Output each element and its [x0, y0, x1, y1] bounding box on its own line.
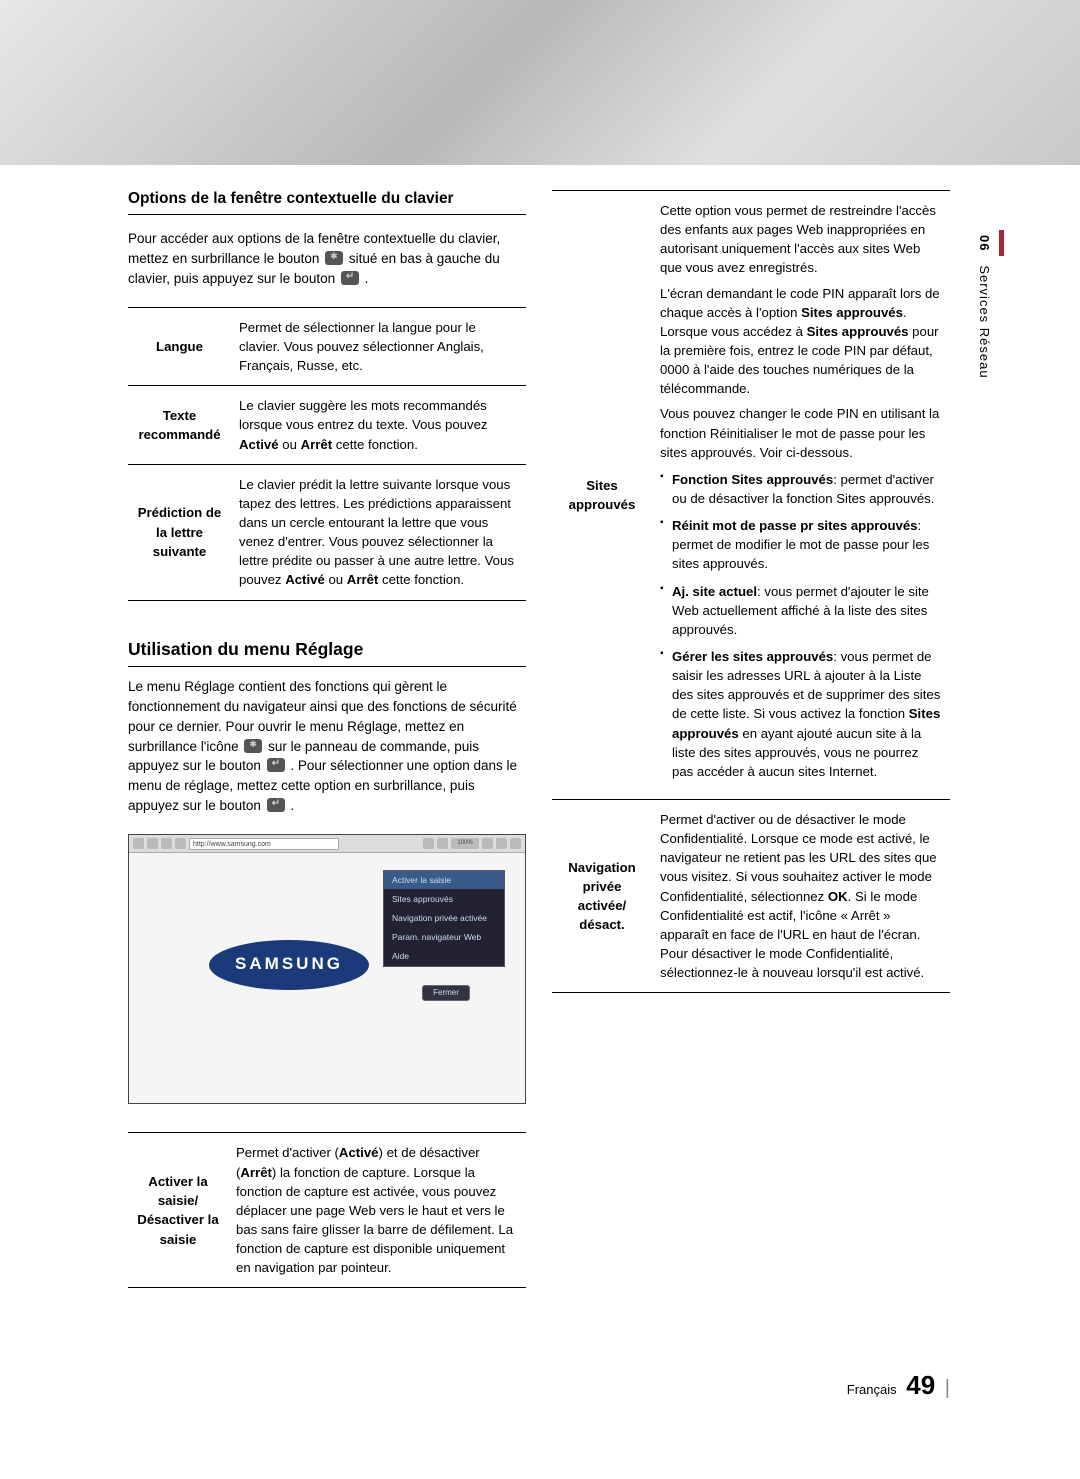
section2-intro: Le menu Réglage contient des fonctions q…	[128, 677, 526, 817]
settings-menu: Activer la saisie Sites approuvés Naviga…	[383, 870, 505, 967]
bold: Gérer les sites approuvés	[672, 649, 833, 664]
text: ou	[279, 437, 301, 452]
row-label: Prédiction de la lettre suivante	[128, 464, 231, 600]
table-row: Navigation privée activée/ désact. Perme…	[552, 799, 950, 992]
menu-item: Aide	[384, 947, 504, 966]
row-label: Navigation privée activée/ désact.	[552, 799, 652, 992]
bold: Sites approuvés	[801, 305, 903, 320]
left-column: Options de la fenêtre contextuelle du cl…	[128, 190, 526, 1288]
bold: Sites approuvés	[807, 324, 909, 339]
enter-icon	[341, 271, 359, 285]
right-column: Sites approuvés Cette option vous permet…	[552, 190, 950, 1288]
list-item: Fonction Sites approuvés: permet d'activ…	[660, 470, 942, 508]
enter-icon	[267, 758, 285, 772]
keyboard-options-table: Langue Permet de sélectionner la langue …	[128, 307, 526, 601]
chapter-title	[977, 256, 992, 265]
toolbar-icon	[482, 838, 493, 849]
page-footer: Français 49 |	[847, 1370, 950, 1401]
table-row: Sites approuvés Cette option vous permet…	[552, 191, 950, 800]
chapter-number: 06	[977, 235, 992, 251]
table-row: Langue Permet de sélectionner la langue …	[128, 307, 526, 385]
row-label: Langue	[128, 307, 231, 385]
toolbar-icon	[423, 838, 434, 849]
toolbar-icon	[510, 838, 521, 849]
bold: Activé	[339, 1145, 379, 1160]
logo-text: SAMSUNG	[209, 954, 369, 974]
url-bar: http://www.samsung.com	[189, 838, 339, 850]
para: L'écran demandant le code PIN apparaît l…	[660, 284, 942, 399]
bullet-list: Fonction Sites approuvés: permet d'activ…	[660, 470, 942, 781]
nav-fwd-icon	[147, 838, 158, 849]
row-label: Activer la saisie/ Désactiver la saisie	[128, 1133, 228, 1288]
text: ) la fonction de capture. Lorsque la fon…	[236, 1165, 513, 1276]
side-tab: 06 Services Réseau	[977, 235, 992, 379]
nav-home-icon	[175, 838, 186, 849]
page-number: 49	[906, 1370, 935, 1400]
section1-title: Options de la fenêtre contextuelle du cl…	[128, 190, 526, 215]
gear-icon	[244, 739, 262, 753]
samsung-logo: SAMSUNG	[199, 940, 379, 990]
menu-item: Sites approuvés	[384, 890, 504, 909]
para: Vous pouvez changer le code PIN en utili…	[660, 404, 942, 461]
nav-back-icon	[133, 838, 144, 849]
chapter-label: Services Réseau	[977, 265, 992, 378]
row-desc: Permet d'activer ou de désactiver le mod…	[652, 799, 950, 992]
footer-divider: |	[945, 1377, 950, 1399]
bold: Arrêt	[301, 437, 333, 452]
list-item: Gérer les sites approuvés: vous permet d…	[660, 647, 942, 781]
browser-toolbar: http://www.samsung.com 100%	[129, 835, 525, 853]
bold: Réinit mot de passe pr sites approuvés	[672, 518, 918, 533]
close-button: Fermer	[422, 985, 470, 1001]
row-desc: Permet d'activer (Activé) et de désactiv…	[228, 1133, 526, 1288]
bold: Aj. site actuel	[672, 584, 757, 599]
text: ou	[325, 572, 347, 587]
footer-lang: Français	[847, 1382, 897, 1397]
page: 06 Services Réseau Options de la fenêtre…	[0, 0, 1080, 1479]
intro-text-post: .	[365, 271, 369, 286]
text: Le clavier suggère les mots recommandés …	[239, 398, 488, 432]
text: Permet d'activer (	[236, 1145, 339, 1160]
bold: Arrêt	[347, 572, 379, 587]
nav-reload-icon	[161, 838, 172, 849]
enter-icon	[267, 798, 285, 812]
table-row: Texte recommandé Le clavier suggère les …	[128, 386, 526, 464]
para: Cette option vous permet de restreindre …	[660, 201, 942, 278]
table-row: Activer la saisie/ Désactiver la saisie …	[128, 1133, 526, 1288]
list-item: Réinit mot de passe pr sites approuvés: …	[660, 516, 942, 573]
row-desc: Permet de sélectionner la langue pour le…	[231, 307, 526, 385]
menu-item: Param. navigateur Web	[384, 928, 504, 947]
menu-item: Navigation privée activée	[384, 909, 504, 928]
row-desc: Cette option vous permet de restreindre …	[652, 191, 950, 800]
bold: Arrêt	[240, 1165, 272, 1180]
row-label: Sites approuvés	[552, 191, 652, 800]
table-row: Prédiction de la lettre suivante Le clav…	[128, 464, 526, 600]
logo-ellipse: SAMSUNG	[209, 940, 369, 990]
settings-table-left: Activer la saisie/ Désactiver la saisie …	[128, 1132, 526, 1288]
zoom-indicator: 100%	[451, 838, 479, 849]
row-desc: Le clavier prédit la lettre suivante lor…	[231, 464, 526, 600]
row-label: Texte recommandé	[128, 386, 231, 464]
row-desc: Le clavier suggère les mots recommandés …	[231, 386, 526, 464]
toolbar-icon	[437, 838, 448, 849]
browser-screenshot: http://www.samsung.com 100% Activer la s…	[128, 834, 526, 1104]
toolbar-icon	[496, 838, 507, 849]
toolbar-right: 100%	[423, 838, 521, 849]
content-area: Options de la fenêtre contextuelle du cl…	[128, 190, 950, 1288]
gear-icon	[325, 251, 343, 265]
bold: Fonction Sites approuvés	[672, 472, 833, 487]
menu-item: Activer la saisie	[384, 871, 504, 890]
bold: Activé	[239, 437, 279, 452]
bold: Activé	[285, 572, 325, 587]
settings-table-right: Sites approuvés Cette option vous permet…	[552, 190, 950, 993]
header-gradient	[0, 0, 1080, 165]
list-item: Aj. site actuel: vous permet d'ajouter l…	[660, 582, 942, 639]
text: .	[290, 798, 294, 813]
text: cette fonction.	[378, 572, 464, 587]
side-accent-bar	[999, 230, 1004, 256]
text: cette fonction.	[332, 437, 418, 452]
section1-intro: Pour accéder aux options de la fenêtre c…	[128, 229, 526, 289]
section2-title: Utilisation du menu Réglage	[128, 639, 526, 667]
bold: OK	[828, 889, 848, 904]
text: Le clavier prédit la lettre suivante lor…	[239, 477, 514, 588]
